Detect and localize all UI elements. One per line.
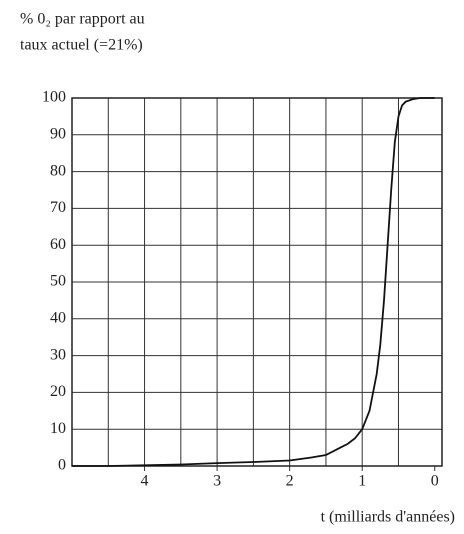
- y-tick-label: 0: [58, 457, 66, 474]
- x-tick-label: 0: [431, 473, 439, 490]
- y-tick-label: 80: [50, 162, 66, 179]
- y-tick-label: 70: [50, 199, 66, 216]
- x-tick-label: 3: [213, 473, 221, 490]
- y-axis-label: % 0₂ par rapport au: [20, 11, 145, 28]
- y-tick-label: 10: [50, 420, 66, 437]
- y-tick-label: 50: [50, 273, 66, 290]
- y-axis-label: taux actuel (=21%): [20, 37, 143, 54]
- y-tick-label: 20: [50, 383, 66, 400]
- line: [72, 97, 435, 467]
- y-tick-label: 40: [50, 309, 66, 326]
- x-axis-label: t (milliards d'années): [321, 509, 455, 526]
- x-tick-label: 2: [286, 473, 294, 490]
- x-tick-label: 4: [141, 473, 149, 490]
- plot-frame: [71, 97, 443, 467]
- x-tick-label: 1: [358, 473, 366, 490]
- y-tick-label: 100: [42, 89, 66, 106]
- y-tick-label: 90: [50, 125, 66, 142]
- y-tick-label: 30: [50, 346, 66, 363]
- y-tick-label: 60: [50, 236, 66, 253]
